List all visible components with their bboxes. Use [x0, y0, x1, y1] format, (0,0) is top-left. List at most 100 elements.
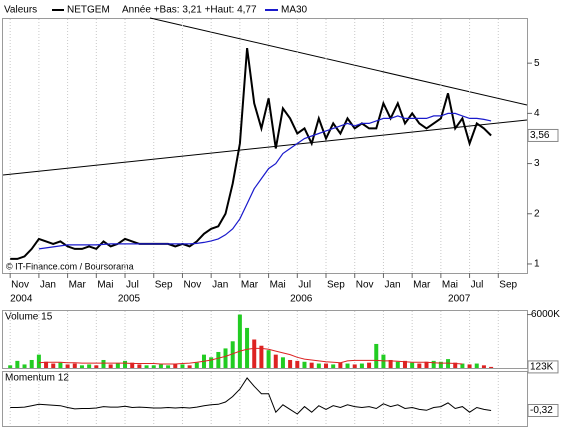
bar	[309, 362, 314, 368]
x-tick-label: Jul	[471, 280, 484, 291]
bar	[101, 359, 106, 368]
x-tick-label: Sep	[327, 280, 345, 291]
bar	[453, 362, 458, 368]
bar	[123, 360, 128, 368]
momentum-panel	[2, 371, 528, 427]
bar	[230, 341, 235, 368]
x-tick-label: Jan	[40, 280, 56, 291]
trend-line	[149, 17, 528, 106]
x-tick-label: Jan	[212, 280, 228, 291]
x-tick-label: Mar	[69, 280, 87, 291]
x-tick-label: Jan	[384, 280, 400, 291]
bar	[72, 363, 77, 368]
volume-panel	[2, 310, 528, 369]
bar	[44, 361, 49, 368]
y-tick-label: 3	[534, 158, 540, 169]
bar	[173, 363, 178, 368]
bar	[395, 361, 400, 368]
header: Valeurs NETGEM Année +Bas: 3,21 +Haut: 4…	[4, 5, 308, 16]
bar	[187, 365, 192, 368]
bar	[410, 362, 415, 368]
line	[10, 47, 492, 260]
bar	[460, 363, 465, 368]
bar	[302, 361, 307, 368]
bar	[15, 360, 20, 368]
line	[10, 377, 492, 415]
bar	[280, 357, 285, 368]
bar	[288, 359, 293, 368]
x-tick-label: Mai	[442, 280, 458, 291]
bar	[266, 350, 271, 368]
bar	[424, 361, 429, 368]
last-value-label: 3,56	[530, 130, 550, 141]
bar	[209, 357, 214, 368]
bar	[324, 363, 329, 368]
bar	[489, 366, 494, 368]
bar	[467, 364, 472, 368]
bar	[388, 359, 393, 368]
bar	[352, 364, 357, 368]
bar	[180, 364, 185, 368]
bar	[237, 314, 242, 368]
year-label: 2004	[10, 294, 33, 305]
bar	[158, 364, 163, 368]
last-value-box	[527, 403, 559, 417]
bar	[137, 364, 142, 368]
bar	[374, 343, 379, 368]
year-label: 2007	[448, 294, 471, 305]
bar	[438, 361, 443, 368]
y-tick-label: 2	[534, 208, 540, 219]
bar	[65, 364, 70, 368]
legend-entry: NETGEM	[67, 5, 110, 16]
bar	[223, 348, 228, 368]
panel-title: Volume 15	[5, 312, 53, 323]
x-tick-label: Nov	[11, 280, 29, 291]
bar	[367, 362, 372, 368]
source: © IT-Finance.com / Boursorama	[6, 261, 134, 271]
price-panel	[2, 18, 528, 274]
bar	[108, 364, 113, 368]
bar	[130, 362, 135, 368]
x-tick-label: Jul	[298, 280, 311, 291]
year-label: 2006	[290, 294, 313, 305]
bar	[338, 362, 343, 368]
last-value-box	[527, 128, 559, 142]
bar	[115, 363, 120, 368]
last-value-label: 123K	[530, 362, 554, 373]
bar	[295, 360, 300, 368]
x-tick-label: Nov	[356, 280, 374, 291]
bar	[51, 363, 56, 368]
bar	[345, 363, 350, 368]
bar	[58, 362, 63, 368]
bar	[144, 365, 149, 368]
bar	[79, 365, 84, 368]
chart-title: Valeurs	[4, 5, 37, 16]
x-tick-label: Mar	[413, 280, 431, 291]
bar	[94, 365, 99, 368]
bar	[402, 360, 407, 368]
year-label: 2005	[118, 294, 141, 305]
legend-entry: MA30	[281, 5, 308, 16]
bar	[316, 363, 321, 368]
y-tick-label: 6000K	[531, 309, 560, 320]
bar	[87, 364, 92, 368]
x-tick-label: Sep	[499, 280, 517, 291]
bar	[481, 365, 486, 368]
bar	[252, 339, 257, 368]
y-tick-label: 4	[534, 108, 540, 119]
line	[38, 112, 492, 250]
moving-average	[38, 347, 463, 365]
bar	[431, 360, 436, 368]
y-tick-label: 5	[534, 58, 540, 69]
bar	[245, 327, 250, 368]
trend-line	[2, 119, 528, 176]
bar	[151, 365, 156, 368]
x-tick-label: Mai	[270, 280, 286, 291]
x-tick-label: Jul	[126, 280, 139, 291]
bar	[417, 363, 422, 368]
bar	[36, 354, 41, 368]
bar	[331, 364, 336, 368]
x-tick-label: Sep	[155, 280, 173, 291]
